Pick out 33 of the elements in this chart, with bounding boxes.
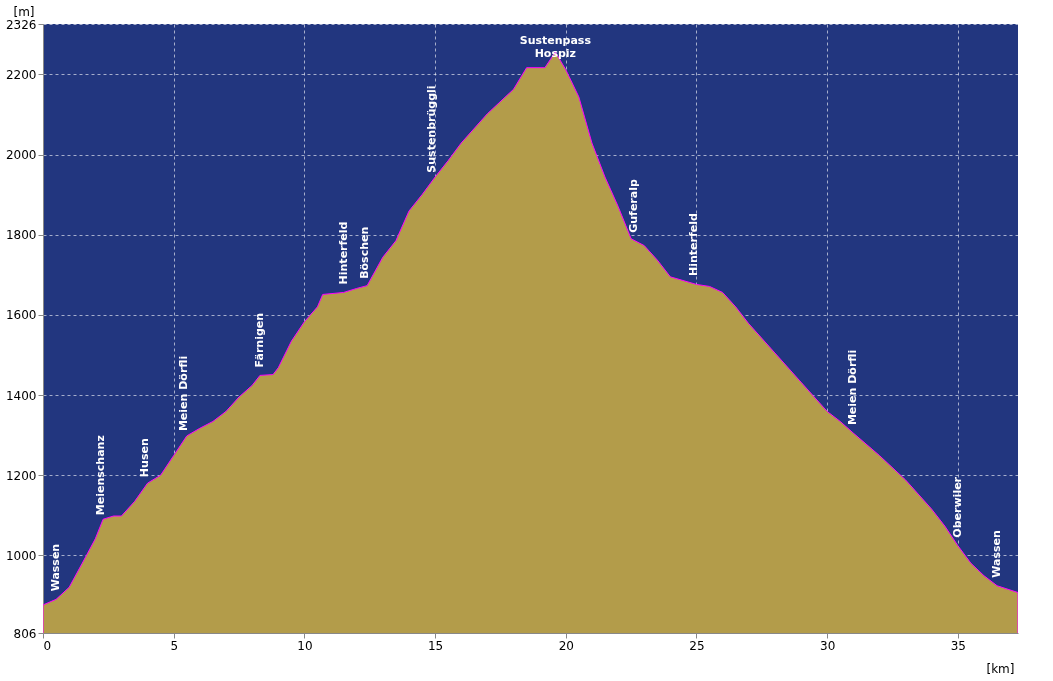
y-tick-label: 2326 xyxy=(5,17,37,32)
y-tick-label: 2000 xyxy=(5,148,37,163)
annotation: Hinterfeld xyxy=(686,213,700,277)
x-axis-title: [km] xyxy=(986,661,1015,676)
x-tick-label: 20 xyxy=(558,638,574,653)
annotation: Färnigen xyxy=(252,312,266,368)
annotation: Meien Dörfli xyxy=(177,355,191,432)
x-tick-label: 25 xyxy=(689,638,705,653)
x-tick-label: 15 xyxy=(427,638,444,653)
y-axis-title: [m] xyxy=(13,4,35,19)
x-tick-label: 30 xyxy=(820,638,836,653)
annotation: Sustenpass Hospiz xyxy=(519,34,592,61)
annotation: Hinterfeld xyxy=(336,221,350,285)
annotation: Sustenbrüggli xyxy=(425,85,439,173)
x-tick-label: 10 xyxy=(297,638,313,653)
annotation: Böschen xyxy=(357,226,371,279)
y-tick-label: 1000 xyxy=(5,548,37,563)
annotation: Meien Dörfli xyxy=(846,349,860,426)
annotation: Oberwiler xyxy=(950,476,964,538)
x-tick-label: 5 xyxy=(170,638,179,653)
annotation: Guferalp xyxy=(626,179,640,233)
y-tick-label: 806 xyxy=(13,626,37,641)
annotation: Wassen xyxy=(49,543,63,592)
annotation: Wassen xyxy=(990,530,1004,578)
y-tick-label: 1200 xyxy=(5,468,37,483)
y-tick-label: 2200 xyxy=(5,67,37,82)
annotation: Meienschanz xyxy=(93,435,107,516)
x-tick-label: 0 xyxy=(43,638,52,653)
annotation: Husen xyxy=(137,438,151,478)
x-tick-label: 35 xyxy=(950,638,967,653)
y-tick-label: 1600 xyxy=(5,308,37,323)
y-tick-label: 1400 xyxy=(5,388,37,403)
y-tick-label: 1800 xyxy=(5,228,37,243)
